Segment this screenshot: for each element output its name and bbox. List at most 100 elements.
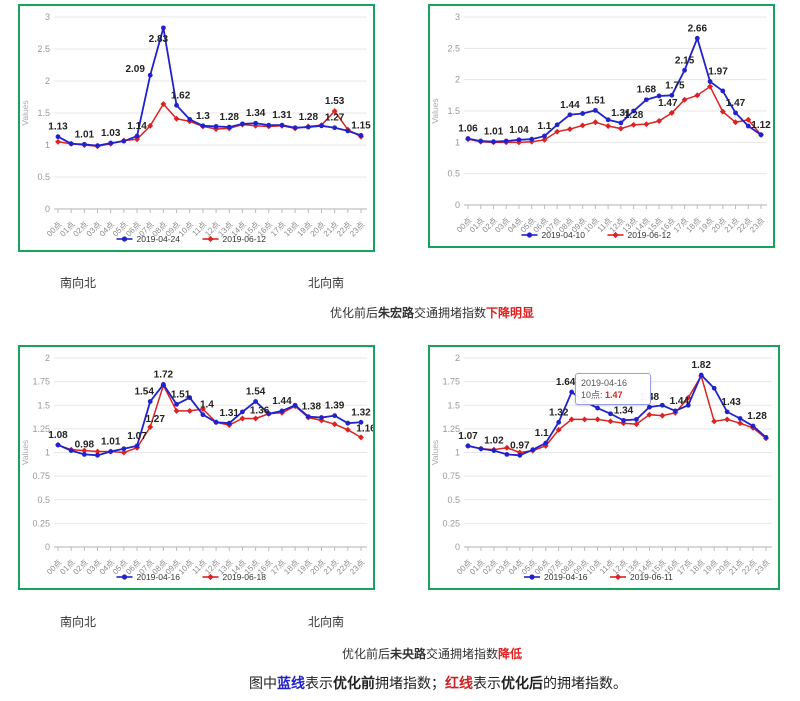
caption-bottom-highlight: 降低: [498, 647, 523, 661]
svg-text:1.01: 1.01: [75, 129, 95, 140]
svg-text:1.13: 1.13: [48, 122, 68, 133]
svg-text:1: 1: [45, 140, 50, 150]
note-p1: 图中: [249, 675, 277, 691]
tooltip-date: 2019-04-16: [581, 378, 628, 388]
svg-text:1.07: 1.07: [127, 431, 147, 442]
chart-tooltip: 2019-04-16 10点: 1.47: [575, 373, 651, 406]
svg-text:23点: 23点: [753, 558, 771, 576]
svg-text:0.98: 0.98: [75, 439, 95, 450]
svg-text:2019-04-24: 2019-04-24: [137, 234, 181, 244]
svg-text:1.82: 1.82: [691, 360, 711, 371]
svg-text:1.31: 1.31: [611, 108, 631, 119]
caption-top-prefix: 优化前后: [329, 306, 378, 320]
svg-text:1.5: 1.5: [37, 400, 50, 410]
svg-text:1.01: 1.01: [101, 437, 121, 448]
svg-text:0.5: 0.5: [447, 495, 460, 505]
svg-text:1.39: 1.39: [325, 401, 345, 412]
svg-text:1.03: 1.03: [101, 128, 121, 139]
note-p2: 表示: [305, 675, 333, 691]
svg-text:0.5: 0.5: [447, 169, 460, 179]
svg-text:1.97: 1.97: [708, 67, 728, 78]
line-chart-top-right[interactable]: 00.511.522.5300点01点02点03点04点05点06点07点08点…: [430, 6, 773, 246]
tooltip-hour: 10点:: [581, 390, 603, 401]
svg-text:1: 1: [455, 137, 460, 147]
svg-text:0.25: 0.25: [32, 518, 50, 528]
tooltip-value: 1.47: [605, 390, 623, 401]
direction-label-south-to-north-bottom: 南向北: [60, 615, 97, 629]
note-p3: 拥堵指数；: [375, 675, 445, 691]
svg-text:2.5: 2.5: [37, 44, 50, 54]
svg-text:2019-04-16: 2019-04-16: [137, 572, 181, 582]
line-chart-top-left[interactable]: 00.511.522.5300点01点02点03点04点05点06点07点08点…: [20, 6, 373, 250]
svg-text:1.1: 1.1: [537, 121, 551, 132]
chart-panel-top-right: 0 0.5 1 1.5 2 2.5 3 00点 01点 02点 03点 04点 05点 06点 07点 08点…: [428, 4, 775, 248]
svg-text:0.5: 0.5: [37, 495, 50, 505]
svg-text:1.53: 1.53: [325, 96, 345, 107]
svg-text:1.75: 1.75: [442, 377, 460, 387]
caption-top: 优化前后朱宏路交通拥堵指数下降明显: [64, 304, 800, 321]
svg-text:1.47: 1.47: [658, 98, 678, 109]
svg-text:1.15: 1.15: [351, 120, 371, 131]
svg-text:23点: 23点: [348, 220, 366, 238]
svg-text:1.28: 1.28: [299, 112, 319, 123]
svg-text:1.5: 1.5: [447, 400, 460, 410]
svg-text:1.54: 1.54: [246, 386, 266, 397]
svg-text:Values: Values: [430, 98, 440, 123]
svg-text:1.27: 1.27: [325, 113, 345, 124]
svg-text:1.44: 1.44: [560, 100, 580, 111]
svg-text:1.25: 1.25: [442, 424, 460, 434]
svg-text:1.34: 1.34: [614, 405, 634, 416]
svg-text:1.44: 1.44: [272, 396, 292, 407]
svg-text:2019-06-12: 2019-06-12: [223, 234, 267, 244]
chart-panel-bottom-left: 0 0.25 0.5 0.75 1 1.25 1.5 1.75 2 00点 01点 02点 03点 04点…: [18, 345, 375, 590]
svg-text:1.62: 1.62: [171, 90, 191, 101]
svg-text:1.68: 1.68: [637, 85, 657, 96]
svg-text:1.64: 1.64: [556, 377, 576, 388]
svg-text:1.28: 1.28: [220, 112, 240, 123]
line-chart-bottom-right[interactable]: 00.250.50.7511.251.51.75200点01点02点03点04点…: [430, 347, 778, 588]
svg-text:2019-04-10: 2019-04-10: [542, 230, 586, 240]
direction-label-north-to-south-bottom: 北向南: [308, 615, 345, 629]
svg-text:2019-06-12: 2019-06-12: [628, 230, 672, 240]
svg-text:1.3: 1.3: [196, 111, 210, 122]
svg-text:1.5: 1.5: [37, 108, 50, 118]
svg-text:2.15: 2.15: [675, 55, 695, 66]
svg-text:1.44: 1.44: [670, 396, 690, 407]
svg-text:1.27: 1.27: [145, 414, 165, 425]
svg-text:1.25: 1.25: [32, 424, 50, 434]
svg-text:1.4: 1.4: [200, 400, 214, 411]
svg-text:0.75: 0.75: [442, 471, 460, 481]
note-p5: 的拥堵指数。: [543, 675, 627, 691]
svg-text:1.43: 1.43: [721, 397, 741, 408]
svg-text:1.06: 1.06: [458, 124, 478, 135]
svg-text:2019-06-18: 2019-06-18: [223, 572, 267, 582]
svg-text:1.51: 1.51: [586, 95, 606, 106]
svg-text:1.32: 1.32: [351, 407, 371, 418]
svg-text:0: 0: [455, 542, 460, 552]
svg-text:2.5: 2.5: [447, 43, 460, 53]
caption-top-middle: 交通拥堵指数: [414, 306, 487, 320]
svg-text:1.07: 1.07: [458, 431, 478, 442]
svg-text:0.75: 0.75: [32, 471, 50, 481]
svg-text:1.31: 1.31: [220, 408, 240, 419]
svg-text:Values: Values: [430, 440, 440, 465]
line-chart-bottom-left[interactable]: 00.250.50.7511.251.51.75200点01点02点03点04点…: [20, 347, 373, 588]
direction-label-north-to-south-top: 北向南: [308, 276, 345, 290]
svg-text:23点: 23点: [748, 216, 766, 234]
svg-text:1.01: 1.01: [484, 127, 504, 138]
note-blue-line: 蓝线: [277, 675, 305, 691]
caption-top-highlight: 下降明显: [486, 306, 535, 320]
svg-text:1.75: 1.75: [665, 80, 685, 91]
svg-text:1.36: 1.36: [250, 405, 270, 416]
svg-text:2: 2: [455, 353, 460, 363]
direction-label-south-to-north-top: 南向北: [60, 276, 97, 290]
svg-text:1.32: 1.32: [549, 407, 569, 418]
svg-text:1.12: 1.12: [751, 120, 771, 131]
svg-text:2: 2: [45, 353, 50, 363]
svg-text:3: 3: [455, 12, 460, 22]
svg-text:1.72: 1.72: [154, 369, 174, 380]
svg-text:23点: 23点: [348, 558, 366, 576]
svg-text:1.38: 1.38: [302, 402, 322, 413]
svg-text:1.31: 1.31: [272, 110, 292, 121]
